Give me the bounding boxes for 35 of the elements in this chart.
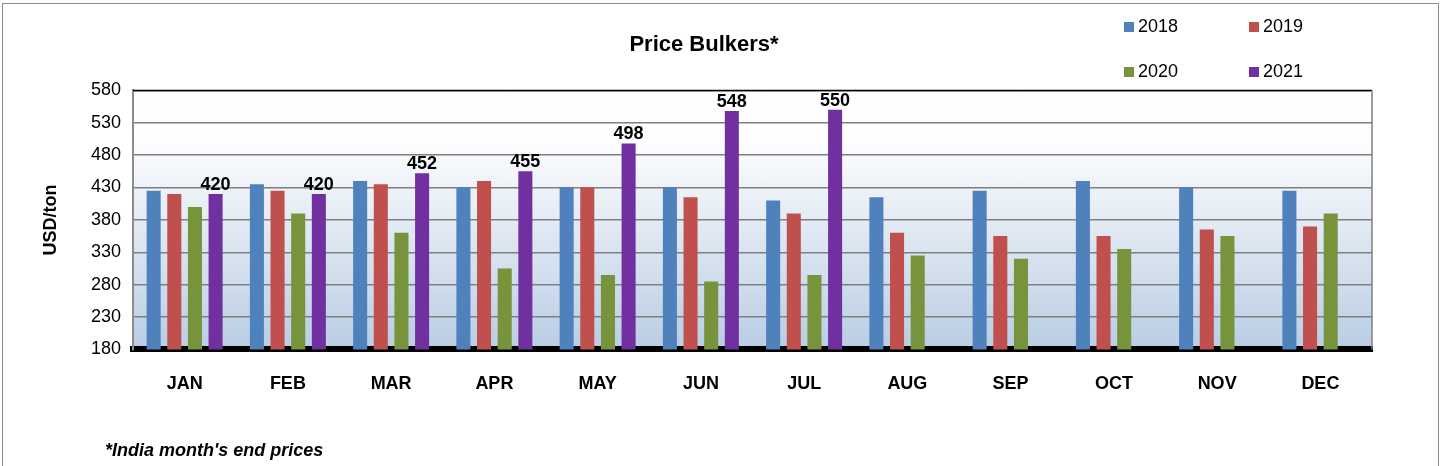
- text: *India month's end prices: [105, 440, 324, 461]
- legend-label: 2018: [1138, 16, 1179, 37]
- y-tick-label: 180: [90, 338, 121, 359]
- data-label: 498: [613, 123, 644, 144]
- data-label: 548: [716, 91, 747, 112]
- legend-label: 2020: [1138, 61, 1179, 82]
- y-tick-label: 330: [90, 241, 121, 262]
- x-tick-label: SEP: [992, 373, 1029, 394]
- y-tick-label: 430: [90, 176, 121, 197]
- y-tick-label: 280: [90, 273, 121, 294]
- y-tick-label: 530: [90, 111, 121, 132]
- legend-label: 2021: [1263, 61, 1304, 82]
- x-tick-label: DEC: [1301, 373, 1340, 394]
- x-tick-label: JAN: [166, 373, 203, 394]
- x-tick-label: OCT: [1094, 373, 1133, 394]
- y-axis-title: USD/ton: [39, 184, 60, 256]
- y-tick-label: 480: [90, 144, 121, 165]
- chart-title: Price Bulkers*: [629, 31, 780, 57]
- data-label: 455: [510, 151, 541, 172]
- data-label: 452: [407, 153, 438, 174]
- x-tick-label: JUN: [682, 373, 719, 394]
- data-label: 550: [820, 89, 851, 110]
- x-tick-label: JUL: [787, 373, 822, 394]
- y-tick-label: 380: [90, 208, 121, 229]
- x-tick-label: APR: [475, 373, 514, 394]
- y-tick-label: 230: [90, 305, 121, 326]
- x-tick-label: NOV: [1197, 373, 1237, 394]
- y-tick-label: 580: [90, 79, 121, 100]
- x-tick-label: FEB: [269, 373, 306, 394]
- legend-label: 2019: [1263, 16, 1304, 37]
- x-tick-label: MAR: [370, 373, 412, 394]
- x-tick-label: MAY: [578, 373, 617, 394]
- x-tick-label: AUG: [887, 373, 928, 394]
- data-label: 420: [303, 174, 334, 194]
- data-label: 420: [200, 174, 231, 194]
